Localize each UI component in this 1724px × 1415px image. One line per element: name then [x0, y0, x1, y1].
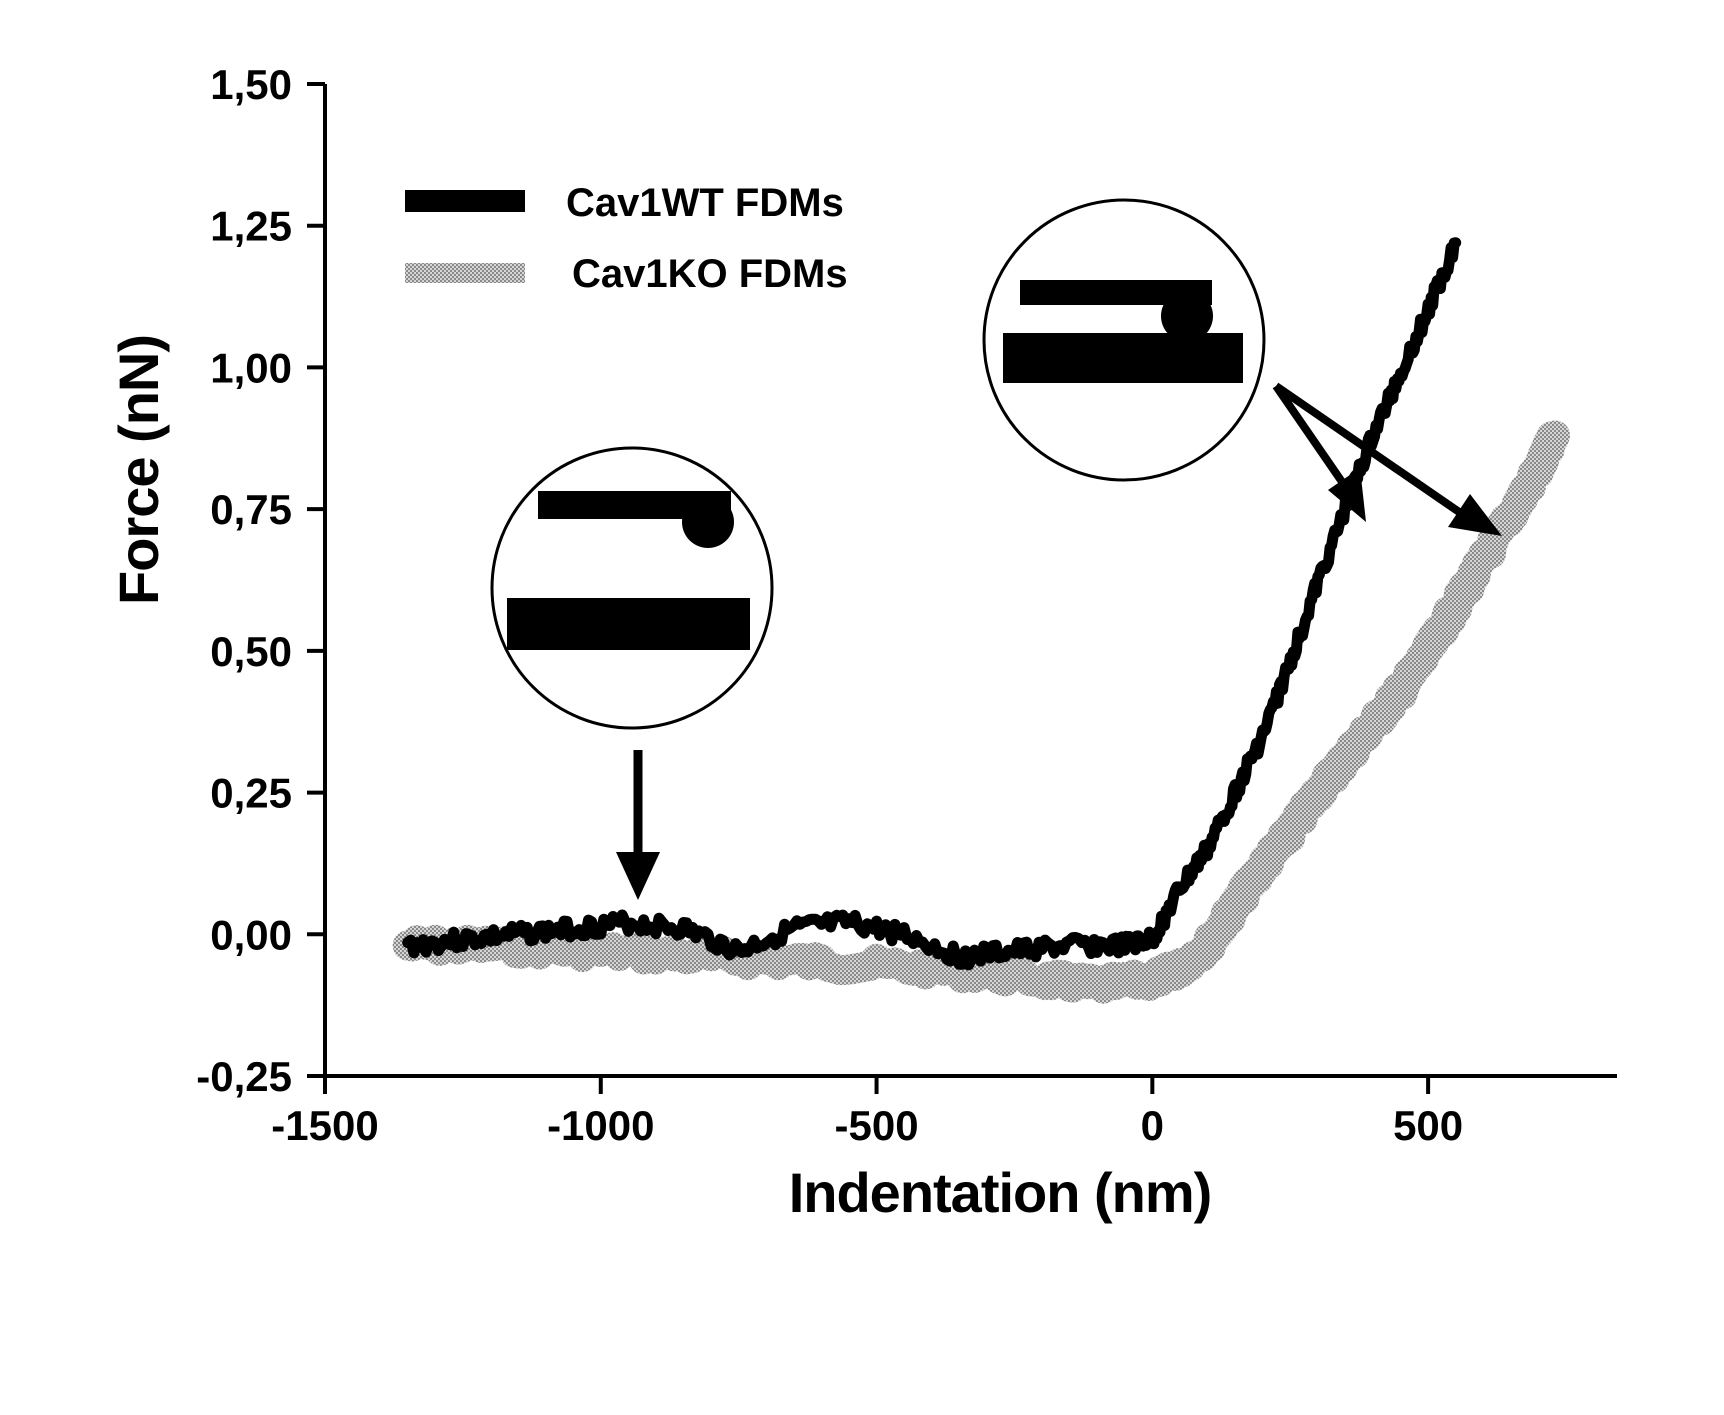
probe-tip-icon — [682, 496, 734, 548]
arrow-shaft-contact-wt — [1272, 383, 1353, 495]
x-tick-label: 500 — [1393, 1102, 1463, 1149]
y-axis-title: Force (nN) — [107, 335, 170, 605]
y-tick-label: 0,75 — [210, 486, 292, 533]
schematic-no-contact — [490, 446, 774, 900]
arrow-head-no-contact — [616, 852, 660, 900]
y-tick-label: -0,25 — [196, 1053, 292, 1100]
x-ticks: -1500 -1000 -500 0 500 — [271, 1076, 1463, 1149]
series-line-cav1wt — [402, 237, 1462, 971]
x-tick-label: 0 — [1141, 1102, 1164, 1149]
legend-label-cav1ko: Cav1KO FDMs — [572, 252, 848, 296]
y-tick-label: 0,25 — [210, 770, 292, 817]
legend-label-cav1wt: Cav1WT FDMs — [566, 181, 844, 225]
y-tick-label: 0,00 — [210, 911, 292, 958]
schematic-circle-no-contact — [490, 446, 774, 730]
schematic-contact — [982, 198, 1502, 536]
probe-tip-icon — [1161, 290, 1213, 342]
y-tick-label: 0,50 — [210, 628, 292, 675]
y-tick-label: 1,25 — [210, 203, 292, 250]
y-tick-label: 1,50 — [210, 61, 292, 108]
y-tick-label: 1,00 — [210, 344, 292, 391]
substrate-icon — [1003, 333, 1243, 383]
series-line-cav1ko — [392, 420, 1570, 1004]
legend: Cav1WT FDMs Cav1KO FDMs — [405, 181, 848, 296]
x-tick-label: -1500 — [271, 1102, 378, 1149]
y-ticks: -0,25 0,00 0,25 0,50 0,75 1,00 1,25 1,50 — [196, 61, 325, 1100]
substrate-icon — [507, 598, 750, 650]
x-axis-title: Indentation (nm) — [789, 1161, 1212, 1224]
x-tick-label: -500 — [835, 1102, 919, 1149]
arrow-head-contact-wt — [1328, 468, 1366, 522]
arrow-head-contact-ko — [1448, 494, 1502, 536]
x-tick-label: -1000 — [547, 1102, 654, 1149]
axes: -0,250,000,250,500,751,001,251,50 -1500-… — [196, 61, 1617, 1149]
series-layer — [392, 237, 1570, 1004]
legend-swatch-cav1ko — [405, 263, 525, 283]
legend-swatch-cav1wt — [405, 190, 525, 212]
arrow-shaft-contact-ko — [1273, 382, 1465, 518]
